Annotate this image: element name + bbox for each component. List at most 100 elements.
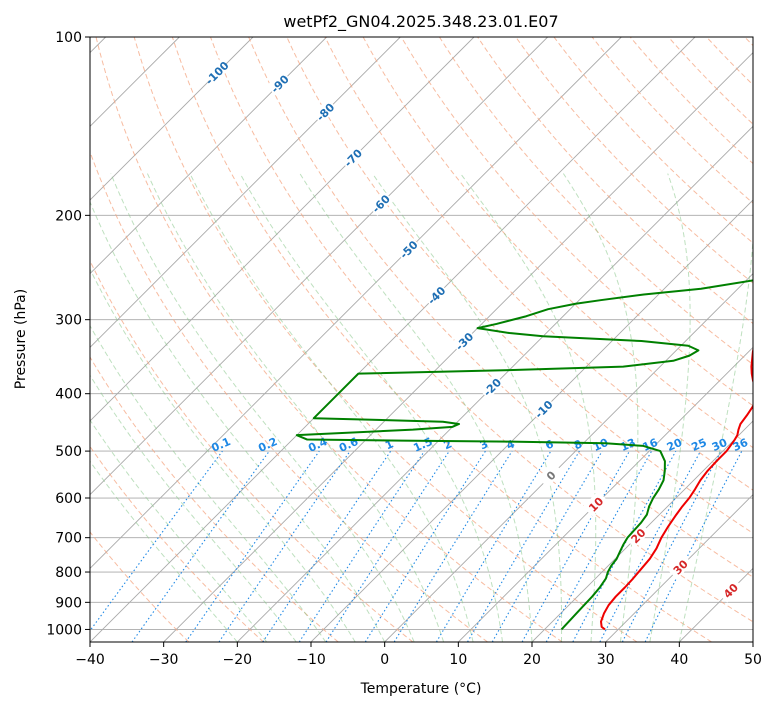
mixing-ratio-line [298,450,425,642]
isotherm-label: -10 [532,398,555,421]
dry-adiabat [400,37,753,407]
mixing-ratio-label: 2 [442,437,454,452]
mixing-ratio-line [572,450,677,642]
isotherm-line [90,37,327,275]
isotherm-line [90,37,401,348]
dry-adiabat [90,445,264,642]
isotherm-line [90,37,622,569]
x-tick-label: 50 [744,652,762,668]
mixing-ratio-label: 6 [543,437,556,452]
mixing-ratio-lines [90,450,743,642]
y-tick-label: 300 [55,313,82,329]
mixing-ratio-line [90,450,223,632]
dry-adiabat [90,150,488,642]
dry-adiabat [439,37,753,366]
isotherm-line [90,37,475,422]
x-tick-label: −40 [75,652,105,668]
temperature-profile [600,346,753,631]
mixing-ratio-label: 0.6 [337,435,360,455]
moist-adiabat [239,173,504,642]
x-axis-label: Temperature (°C) [360,681,482,697]
mixing-ratio-line [521,450,630,642]
mixing-ratio-label: 36 [731,436,751,454]
mixing-ratio-line [262,450,392,642]
y-tick-label: 900 [55,595,82,611]
moist-adiabat [189,173,474,642]
isotherm-line [90,37,254,201]
mixing-ratio-label: 0.4 [306,435,329,455]
isotherm-line [605,494,753,642]
moist-adiabat [90,460,238,642]
isotherm-line [458,346,753,642]
x-tick-label: −20 [223,652,253,668]
x-tick-label: 0 [380,652,389,668]
x-tick-label: 30 [597,652,615,668]
dry-adiabat [90,356,339,642]
y-tick-label: 100 [55,30,82,46]
dry-adiabat [133,37,638,642]
x-tick-label: 10 [449,652,467,668]
x-tick-label: 40 [670,652,688,668]
moist-adiabat [678,234,753,642]
mixing-ratio-line [325,450,450,642]
mixing-ratio-label: 0.1 [209,435,232,455]
y-tick-label: 1000 [46,622,82,638]
mixing-ratio-line [467,450,580,642]
y-tick-label: 400 [55,387,82,403]
moist-adiabat [90,200,386,642]
isotherm-line [90,37,696,642]
moist-adiabat [110,173,415,642]
dry-adiabat [210,37,753,623]
moist-adiabat [90,268,356,642]
isotherm-line [310,199,753,642]
y-tick-label: 800 [55,565,82,581]
dry-adiabat [324,37,753,491]
dry-adiabat [90,531,190,642]
mixing-ratio-line [435,450,552,642]
mixing-ratio-label: 30 [710,436,730,454]
dry-adiabat [362,37,753,449]
isotherm-grid [90,37,753,642]
mixing-ratio-line [185,450,320,642]
moist-adiabat [146,173,445,642]
moist-adiabat [90,324,327,642]
y-tick-label: 600 [55,491,82,507]
isotherm-label: -20 [481,376,504,399]
axis-ticks: −40 −30 −20 −10 0 10 20 30 40 50 1000 900 800 700 600 5… [46,30,762,668]
isotherm-line [237,125,753,642]
mixing-ratio-label: 25 [689,436,708,454]
mixing-ratio-label: 1.5 [411,435,434,455]
mixing-ratio-line [131,450,270,642]
isotherm-label: -30 [453,330,476,353]
dry-adiabat [744,37,753,47]
mixing-ratio-line [644,450,743,642]
mixing-ratio-line [545,450,653,642]
isotherm-line [384,273,753,642]
x-tick-label: −10 [296,652,326,668]
mixing-ratio-line [599,450,702,642]
dry-adiabat [95,37,563,642]
moist-adiabat [562,173,639,642]
y-tick-label: 700 [55,531,82,547]
dry-adiabat [171,37,712,642]
isotherm-label: -60 [370,192,393,215]
y-axis-label: Pressure (hPa) [13,289,29,389]
isotherm-label: -80 [314,100,337,123]
moist-adiabat [90,419,268,642]
sounding-profiles [295,279,753,631]
mixing-ratio-label: 0.2 [256,435,279,455]
dry-adiabat [668,37,753,125]
mixing-ratio-label: 10 [591,436,611,454]
isotherm-line [752,641,753,642]
dewpoint-profile [295,279,753,631]
mixing-ratio-label: 20 [665,436,685,454]
pressure-grid [90,37,753,630]
y-tick-label: 200 [55,208,82,224]
isotherm-label: -90 [269,72,292,95]
dry-adiabat [553,37,753,244]
moist-adiabat [90,374,297,642]
mixing-ratio-line [393,450,513,642]
dry-adiabat [248,37,753,578]
moist-adiabat [299,173,533,642]
